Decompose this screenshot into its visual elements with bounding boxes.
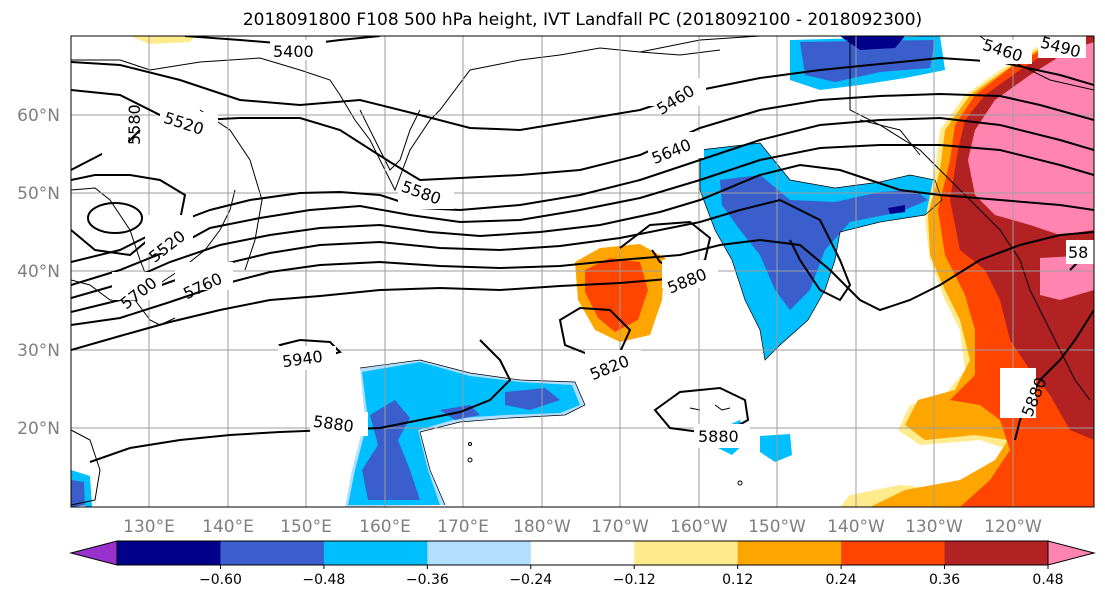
plot-frame xyxy=(70,35,1095,508)
colorbar-tick-label: 0.36 xyxy=(929,572,960,588)
lon-tick: 120°W xyxy=(984,517,1042,537)
colorbar-extend-max xyxy=(1047,540,1096,566)
lon-tick: 160°W xyxy=(670,517,728,537)
lon-tick: 140°W xyxy=(827,517,885,537)
colorbar-tick-label: 0.12 xyxy=(722,572,753,588)
colorbar-segment xyxy=(323,541,428,565)
colorbar-segment xyxy=(117,541,221,565)
lat-tick: 20°N xyxy=(17,419,60,439)
lon-tick: 180°W xyxy=(513,517,571,537)
colorbar-tick-label: −0.12 xyxy=(613,572,656,588)
colorbar-segment xyxy=(841,541,946,565)
lon-tick: 150°E xyxy=(280,517,332,537)
colorbar-segment xyxy=(530,541,635,565)
colorbar-tick-label: −0.36 xyxy=(406,572,449,588)
colorbar-tick-label: −0.48 xyxy=(302,572,345,588)
contour-label-backgrounds xyxy=(102,36,1094,448)
lon-tick: 170°W xyxy=(591,517,649,537)
ivt-negative-leftedge xyxy=(71,478,88,507)
colorbar-segment xyxy=(634,541,739,565)
contour-label: 58 xyxy=(1068,243,1088,262)
colorbar-tick-label: 0.24 xyxy=(826,572,857,588)
lat-tick: 40°N xyxy=(17,262,60,282)
colorbar-tick-label: −0.60 xyxy=(199,572,242,588)
lon-tick: 160°E xyxy=(359,517,411,537)
lon-tick: 170°E xyxy=(437,517,489,537)
ivt-negative-west-pacific xyxy=(345,360,585,507)
lon-tick: 150°W xyxy=(748,517,806,537)
colorbar-segment xyxy=(220,541,325,565)
gridlines xyxy=(71,36,1094,507)
ivt-negative-central-pacific xyxy=(700,143,942,360)
shading-outlines xyxy=(359,142,943,506)
colorbar-extend-min xyxy=(69,540,118,566)
colorbar-tick-label: −0.24 xyxy=(509,572,552,588)
lat-tick: 50°N xyxy=(17,184,60,204)
lon-tick: 130°E xyxy=(123,517,175,537)
colorbar-segment xyxy=(737,541,842,565)
colorbar-segment xyxy=(944,541,1049,565)
lon-tick: 140°E xyxy=(202,517,254,537)
colorbar-segment xyxy=(427,541,532,565)
lat-tick: 30°N xyxy=(17,341,60,361)
contour-label: 5880 xyxy=(698,427,739,446)
lon-tick: 130°W xyxy=(905,517,963,537)
contour-label: 5580 xyxy=(125,104,144,145)
colorbar-tick-label: 0.48 xyxy=(1032,572,1063,588)
lat-tick: 60°N xyxy=(17,106,60,126)
ivt-shading-yellow-topleft xyxy=(130,36,195,44)
colorbar-frame xyxy=(116,540,1049,566)
chart-title: 2018091800 F108 500 hPa height, IVT Land… xyxy=(242,10,923,30)
longitude-ticks: 130°E 140°E 150°E 160°E 170°E 180°W 170°… xyxy=(123,517,1042,537)
colorbar: −0.60 −0.48 −0.36 −0.24 −0.12 0.12 0.24 0.36 0.4… xyxy=(69,540,1096,588)
latitude-ticks: 60°N 50°N 40°N 30°N 20°N xyxy=(17,106,60,439)
contour-label: 5400 xyxy=(273,42,314,61)
